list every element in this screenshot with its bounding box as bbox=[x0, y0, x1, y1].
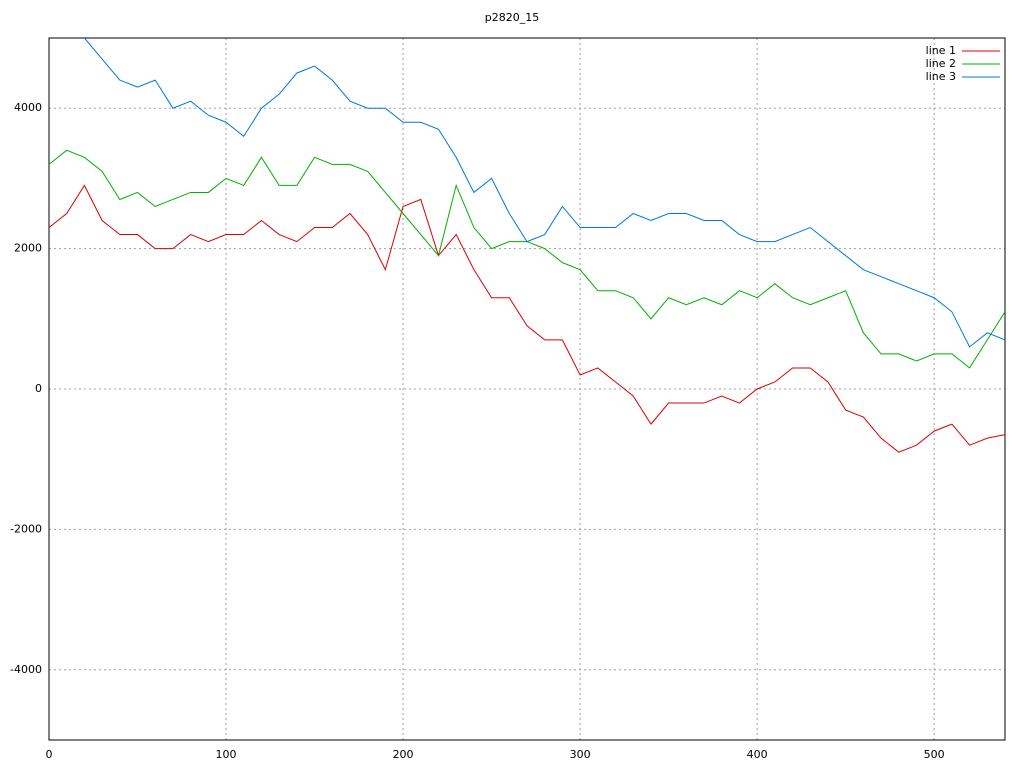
plot-frame bbox=[48, 37, 1006, 741]
y-tick-label: -2000 bbox=[10, 522, 42, 535]
legend-label: line 3 bbox=[926, 70, 956, 83]
y-tick-label: 2000 bbox=[14, 242, 42, 255]
plot-area bbox=[49, 38, 1005, 453]
data-line bbox=[83, 38, 1005, 348]
x-tick-label: 400 bbox=[747, 748, 768, 761]
x-tick-label: 0 bbox=[46, 748, 53, 761]
x-tick-label: 300 bbox=[570, 748, 591, 761]
chart-title: p2820_15 bbox=[485, 11, 539, 24]
y-tick-label: 0 bbox=[35, 382, 42, 395]
y-tick-label: 4000 bbox=[14, 101, 42, 114]
data-line bbox=[49, 184, 1005, 453]
data-line bbox=[49, 149, 1005, 369]
legend-label: line 1 bbox=[926, 44, 956, 57]
legend-label: line 2 bbox=[926, 57, 956, 70]
x-tick-label: 100 bbox=[216, 748, 237, 761]
x-tick-label: 200 bbox=[393, 748, 414, 761]
y-tick-label: -4000 bbox=[10, 663, 42, 676]
x-tick-label: 500 bbox=[924, 748, 945, 761]
